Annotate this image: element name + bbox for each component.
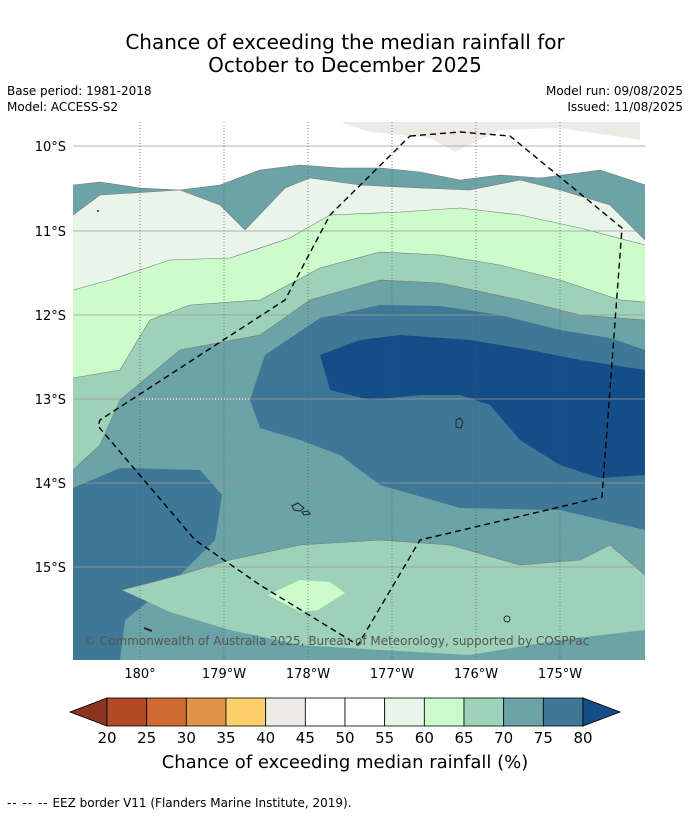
lon-labels: 180° 179°W 178°W 177°W 176°W 175°W [124,667,582,682]
colorbar-swatch [423,697,465,727]
colorbar-tick-label: 35 [216,729,235,747]
colorbar-tick-label: 55 [375,729,394,747]
island-alofi [301,510,311,516]
colorbar-tick-label: 50 [335,729,354,747]
lat-label: 11°S [35,225,66,240]
colorbar-extend-high [582,697,622,727]
colorbar-tick-label: 45 [296,729,315,747]
band-50-60 [73,122,645,190]
eez-legend-text: EEZ border V11 (Flanders Marine Institut… [52,796,352,810]
island-small [503,615,511,623]
model-run: Model run: 09/08/2025 [545,84,683,98]
lat-label: 10°S [35,140,66,155]
colorbar-swatch [384,697,425,727]
copyright-text: © Commonwealth of Australia 2025, Bureau… [84,634,589,648]
band-40-45 [340,122,640,152]
lat-label: 15°S [35,561,66,576]
colorbar-swatch [542,697,584,727]
lat-label: 12°S [35,309,66,324]
lat-label: 13°S [35,393,66,408]
lat-labels: 10°S 11°S 12°S 13°S 14°S 15°S [35,140,66,576]
reef-mark [143,627,153,632]
lon-label: 176°W [454,667,498,682]
colorbar-swatch [304,697,346,727]
band-60-65-south [268,580,345,612]
lon-label: 180° [124,667,155,682]
colorbar-tick-label: 75 [534,729,553,747]
eez-border [97,131,623,646]
band-80-plus [320,335,645,478]
model-name: Model: ACCESS-S2 [7,100,119,114]
meta-left: Base period: 1981-2018 Model: ACCESS-S2 [7,83,152,115]
lat-label: 14°S [35,477,66,492]
lon-label: 179°W [202,667,246,682]
meta-right: Model run: 09/08/2025 Issued: 11/08/2025 [546,83,683,115]
title-line-1: Chance of exceeding the median rainfall … [125,30,565,54]
colorbar-tick-label: 20 [97,729,116,747]
colorbar-tick-label: 80 [573,729,592,747]
colorbar-swatch [344,697,386,727]
island-dot [97,210,99,212]
band-75-80-west [73,468,222,660]
lon-label: 175°W [538,667,582,682]
lon-label: 177°W [370,667,414,682]
map-title: Chance of exceeding the median rainfall … [0,31,690,77]
colorbar-swatch [225,697,267,727]
lon-label: 178°W [286,667,330,682]
band-65-70-south [122,540,645,655]
footer-note: -- -- -- EEZ border V11 (Flanders Marine… [7,796,352,810]
rainfall-map [73,122,645,660]
colorbar-label: Chance of exceeding median rainfall (%) [161,752,529,773]
eez-legend-dashes: -- -- -- [7,796,49,810]
colorbar-tick-label: 60 [415,729,434,747]
base-period: Base period: 1981-2018 [7,84,152,98]
colorbar [68,697,622,727]
colorbar-swatch [106,697,148,727]
colorbar-swatch [146,697,187,727]
colorbar-extend-low [68,697,108,727]
colorbar-swatch [185,697,227,727]
colorbar-tick-label: 70 [494,729,513,747]
title-line-2: October to December 2025 [208,53,482,77]
colorbar-tick-label: 40 [256,729,275,747]
colorbar-swatch [463,697,505,727]
colorbar-tick-label: 30 [177,729,196,747]
island-wallis [455,417,464,429]
gridlines [73,145,645,568]
colorbar-tick-label: 25 [137,729,156,747]
colorbar-ticks: 20 25 30 35 40 45 50 55 60 65 70 75 80 [97,729,592,747]
colorbar-swatch [503,697,544,727]
issued-date: Issued: 11/08/2025 [567,100,683,114]
colorbar-tick-label: 65 [454,729,473,747]
island-futuna [291,502,305,512]
colorbar-swatch [265,697,306,727]
